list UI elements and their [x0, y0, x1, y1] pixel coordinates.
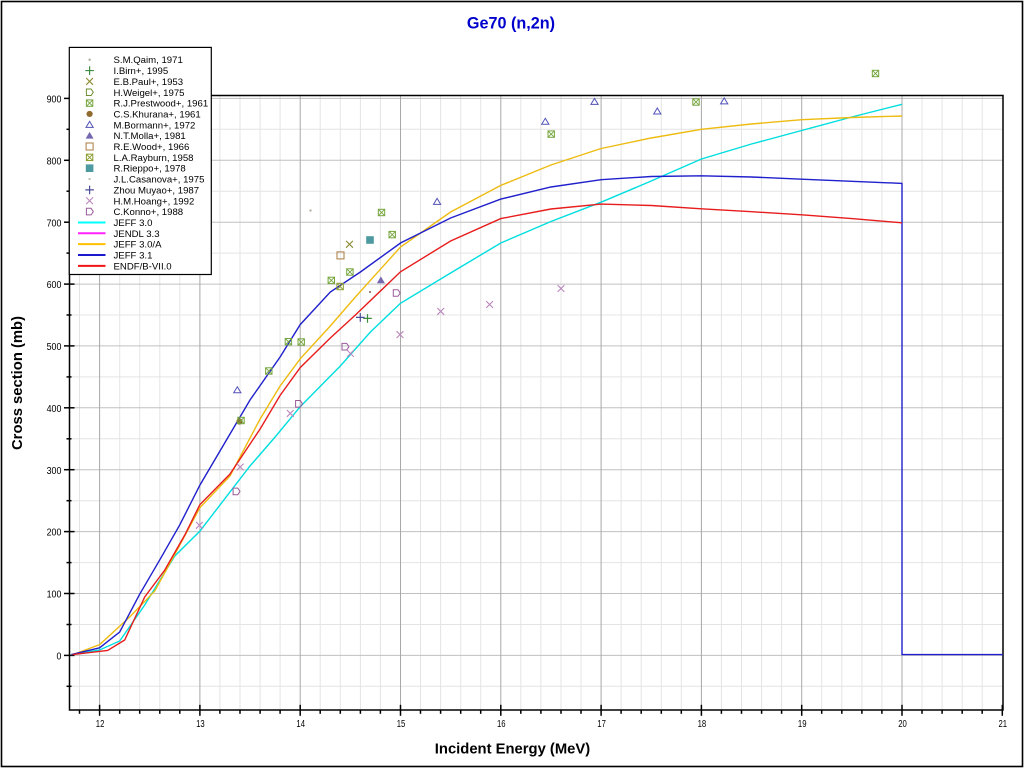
svg-text:12: 12 — [96, 719, 105, 730]
svg-text:ENDF/B-VII.0: ENDF/B-VII.0 — [114, 261, 172, 272]
svg-text:N.T.Molla+, 1981: N.T.Molla+, 1981 — [114, 131, 186, 142]
svg-text:15: 15 — [397, 719, 406, 730]
svg-text:16: 16 — [497, 719, 506, 730]
svg-text:S.M.Qaim, 1971: S.M.Qaim, 1971 — [114, 55, 183, 66]
svg-text:14: 14 — [296, 719, 305, 730]
svg-text:300: 300 — [47, 466, 62, 477]
svg-text:R.E.Wood+, 1966: R.E.Wood+, 1966 — [114, 142, 190, 153]
svg-text:R.J.Prestwood+, 1961: R.J.Prestwood+, 1961 — [114, 99, 209, 110]
svg-text:400: 400 — [47, 404, 62, 415]
svg-text:13: 13 — [196, 719, 205, 730]
svg-text:JEFF 3.1: JEFF 3.1 — [114, 251, 153, 262]
svg-text:18: 18 — [698, 719, 707, 730]
svg-text:Ge70 (n,2n): Ge70 (n,2n) — [467, 15, 555, 33]
svg-text:900: 900 — [47, 95, 62, 106]
svg-text:20: 20 — [898, 719, 907, 730]
svg-text:700: 700 — [47, 218, 62, 229]
svg-text:JEFF 3.0: JEFF 3.0 — [114, 218, 153, 229]
svg-text:21: 21 — [999, 719, 1008, 730]
svg-text:800: 800 — [47, 156, 62, 167]
svg-text:C.Konno+, 1988: C.Konno+, 1988 — [114, 207, 184, 218]
svg-text:Incident Energy (MeV): Incident Energy (MeV) — [435, 742, 590, 758]
svg-text:Cross section (mb): Cross section (mb) — [10, 316, 26, 450]
svg-text:600: 600 — [47, 280, 62, 291]
svg-text:C.S.Khurana+, 1961: C.S.Khurana+, 1961 — [114, 109, 201, 120]
svg-text:200: 200 — [47, 528, 62, 539]
svg-text:JENDL 3.3: JENDL 3.3 — [114, 229, 160, 240]
svg-text:H.M.Hoang+, 1992: H.M.Hoang+, 1992 — [114, 196, 195, 207]
svg-text:J.L.Casanova+, 1975: J.L.Casanova+, 1975 — [114, 175, 205, 186]
svg-text:500: 500 — [47, 342, 62, 353]
svg-text:17: 17 — [597, 719, 606, 730]
svg-text:0: 0 — [57, 652, 62, 663]
svg-text:R.Rieppo+, 1978: R.Rieppo+, 1978 — [114, 164, 186, 175]
svg-text:JEFF 3.0/A: JEFF 3.0/A — [114, 240, 163, 251]
svg-text:19: 19 — [798, 719, 807, 730]
svg-text:E.B.Paul+, 1953: E.B.Paul+, 1953 — [114, 77, 184, 88]
svg-text:100: 100 — [47, 590, 62, 601]
svg-text:L.A.Rayburn, 1958: L.A.Rayburn, 1958 — [114, 153, 194, 164]
svg-text:Zhou Muyao+, 1987: Zhou Muyao+, 1987 — [114, 185, 200, 196]
svg-text:M.Bormann+, 1972: M.Bormann+, 1972 — [114, 120, 196, 131]
svg-text:H.Weigel+, 1975: H.Weigel+, 1975 — [114, 88, 185, 99]
svg-text:I.Birn+, 1995: I.Birn+, 1995 — [114, 66, 169, 77]
